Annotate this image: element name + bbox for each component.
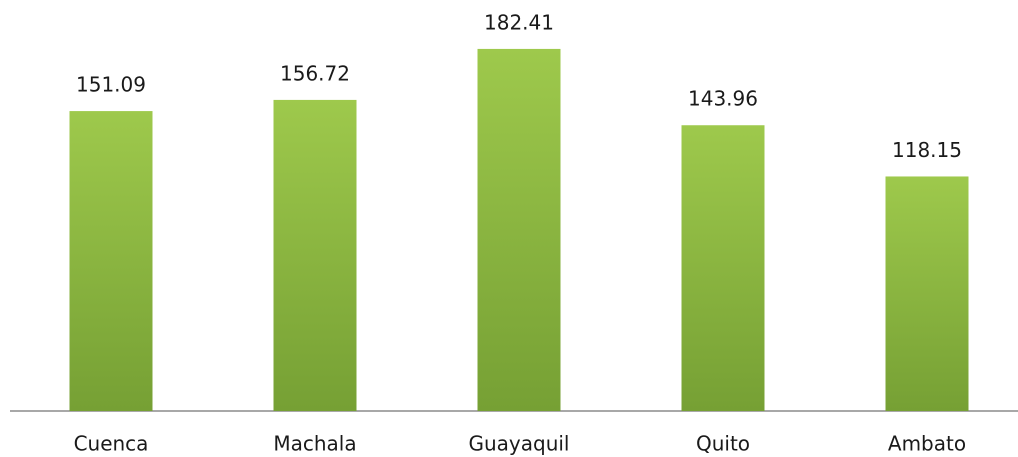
bar [681,125,765,411]
bar [885,176,969,411]
value-label: 118.15 [892,138,962,162]
x-tick-label: Machala [273,432,356,456]
bar [273,99,357,411]
value-label: 143.96 [688,87,758,111]
x-tick-label: Quito [696,432,750,456]
x-tick-label: Ambato [888,432,966,456]
value-label: 182.41 [484,10,554,34]
value-label: 156.72 [280,61,350,85]
bar [69,111,153,411]
bar [477,48,561,412]
x-tick-label: Guayaquil [468,432,569,456]
value-label: 151.09 [76,73,146,97]
x-tick-label: Cuenca [74,432,149,456]
